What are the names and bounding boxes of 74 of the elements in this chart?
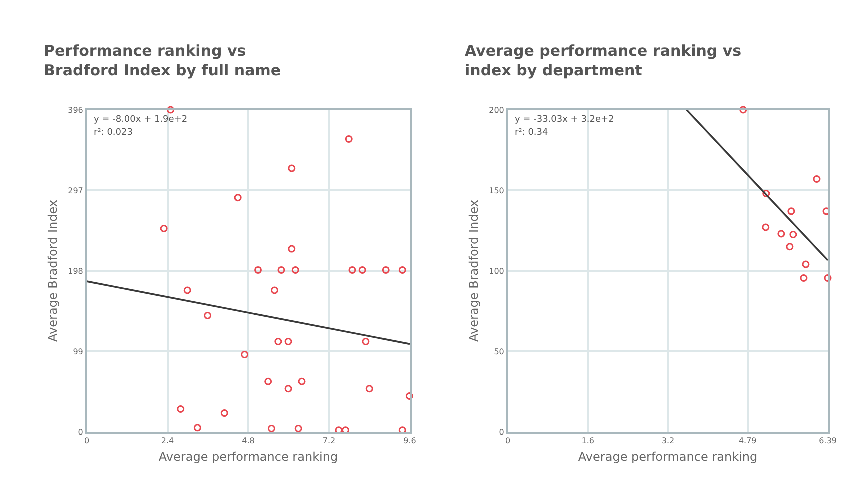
y-tick-label: 396 xyxy=(68,106,84,115)
x-tick-label: 0 xyxy=(84,436,90,446)
y-tick-label: 50 xyxy=(494,347,504,356)
chart-title: Performance ranking vs Bradford Index by full name xyxy=(44,42,281,80)
point xyxy=(788,208,796,216)
point xyxy=(167,106,175,114)
chart-title: Average performance ranking vs index by department xyxy=(465,42,742,80)
point xyxy=(362,338,370,346)
x-tick-label: 1.6 xyxy=(582,436,594,446)
y-tick-label: 0 xyxy=(78,428,84,437)
point xyxy=(194,424,202,432)
y-axis-title: Average Bradford Index xyxy=(46,200,60,342)
y-tick-label: 0 xyxy=(499,428,504,437)
x-axis-title: Average performance ranking xyxy=(158,450,338,464)
point xyxy=(274,338,282,346)
point xyxy=(288,164,296,172)
point xyxy=(778,230,786,238)
point xyxy=(160,224,168,232)
annotation: r²: 0.34 xyxy=(515,128,549,138)
point xyxy=(790,231,798,239)
annotation: y = -8.00x + 1.9e+2 xyxy=(94,115,188,125)
x-tick-label: 6.39 xyxy=(819,436,837,446)
point xyxy=(382,266,390,274)
point xyxy=(234,194,242,202)
x-tick-label: 4.8 xyxy=(242,436,255,446)
point xyxy=(292,266,300,274)
x-tick-label: 0 xyxy=(505,436,511,446)
point xyxy=(220,410,228,418)
annotation: y = -33.03x + 3.2e+2 xyxy=(515,115,614,125)
x-tick-label: 9.6 xyxy=(404,436,416,446)
point xyxy=(278,266,286,274)
x-axis-title: Average performance ranking xyxy=(578,450,758,464)
point xyxy=(268,425,276,432)
point xyxy=(824,274,832,282)
point xyxy=(177,405,185,413)
y-tick-label: 297 xyxy=(68,186,84,196)
y-tick-label: 198 xyxy=(68,266,84,276)
y-tick-label: 100 xyxy=(489,266,504,276)
point xyxy=(348,266,356,274)
point xyxy=(284,385,292,393)
point xyxy=(241,351,249,358)
point xyxy=(288,245,296,253)
point xyxy=(398,266,406,274)
point xyxy=(800,274,808,282)
point xyxy=(184,286,192,294)
point xyxy=(802,260,810,268)
point xyxy=(298,378,306,386)
x-tick-label: 7.2 xyxy=(322,436,336,446)
point xyxy=(762,190,770,198)
point xyxy=(270,286,278,294)
annotation: r²: 0.023 xyxy=(94,128,133,138)
point xyxy=(813,175,821,183)
point xyxy=(740,106,748,114)
point xyxy=(398,426,406,434)
point xyxy=(294,425,302,432)
point xyxy=(345,136,353,144)
point xyxy=(254,266,262,274)
point xyxy=(204,312,212,320)
point xyxy=(366,385,374,393)
point xyxy=(762,224,770,232)
point xyxy=(786,243,794,251)
point xyxy=(284,338,292,346)
y-tick-label: 99 xyxy=(73,347,84,356)
y-tick-label: 200 xyxy=(489,106,504,115)
y-axis-title: Average Bradford Index xyxy=(466,200,481,342)
y-tick-label: 150 xyxy=(489,186,504,196)
point xyxy=(358,266,366,274)
point xyxy=(264,378,272,386)
point xyxy=(335,426,343,434)
x-tick-label: 3.2 xyxy=(662,436,675,446)
x-tick-label: 2.4 xyxy=(161,436,174,446)
point xyxy=(342,426,350,434)
x-tick-label: 4.79 xyxy=(738,436,757,446)
point xyxy=(406,392,414,400)
